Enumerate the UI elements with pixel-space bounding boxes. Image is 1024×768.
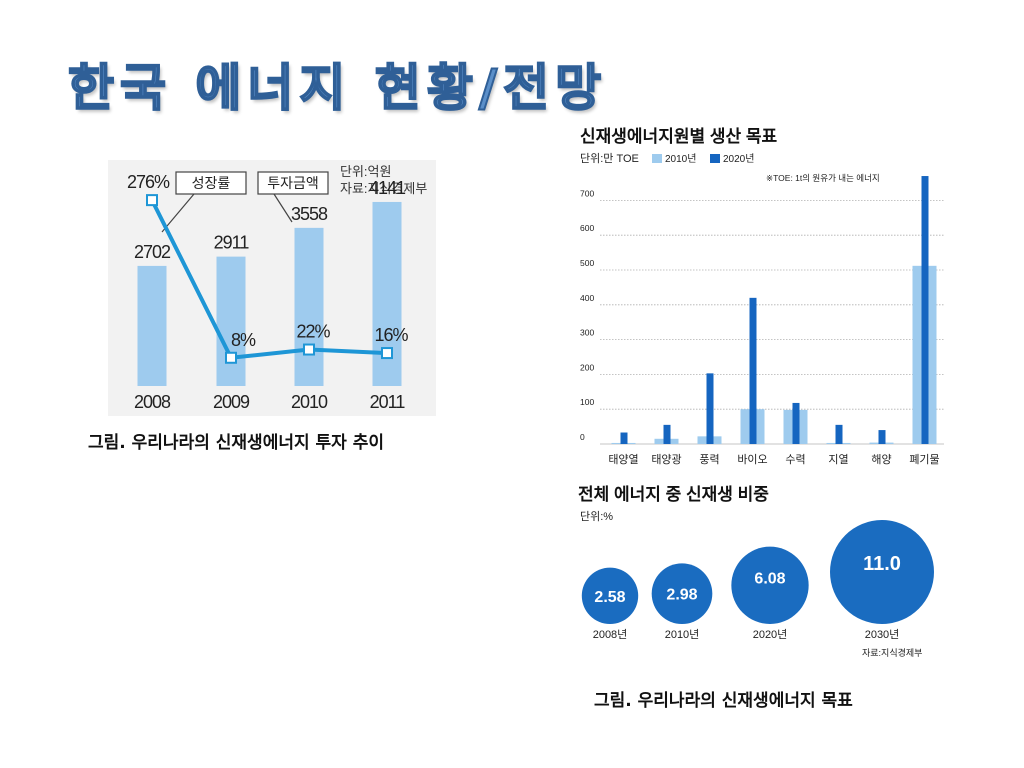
target-bar-2020 <box>749 297 757 444</box>
unit-note: 단위:억원 <box>340 164 391 179</box>
source-tick-label: 수력 <box>785 453 805 466</box>
share-year-label: 2020년 <box>753 628 788 641</box>
investment-value-label: 2702 <box>134 242 171 262</box>
y-tick-label: 600 <box>580 223 594 233</box>
share-bubble <box>651 563 713 624</box>
investment-bar <box>216 256 246 386</box>
source-tick-label: 태양열 <box>608 453 638 466</box>
callout-growth-label: 성장률 <box>192 175 231 191</box>
investment-value-label: 2911 <box>214 233 250 253</box>
legend-label-2020: 2020년 <box>723 153 754 165</box>
share-unit-note: 단위:% <box>580 510 613 523</box>
renewable-target-chart: 신재생에너지원별 생산 목표 단위:만 TOE 2010년 2020년 ※TOE… <box>578 127 944 658</box>
y-tick-label: 500 <box>580 258 594 268</box>
y-tick-label: 200 <box>580 362 594 372</box>
growth-rate-label: 16% <box>374 325 408 345</box>
y-tick-label: 700 <box>580 188 594 198</box>
year-tick-label: 2008 <box>134 392 171 412</box>
share-bubble <box>830 520 934 624</box>
growth-rate-label: 22% <box>296 322 330 342</box>
share-year-label: 2010년 <box>665 628 700 641</box>
source-tick-label: 폐기물 <box>909 453 939 466</box>
y-tick-label: 0 <box>580 432 585 442</box>
callout-investment-label: 투자금액 <box>267 175 319 191</box>
target-bar-2020 <box>663 424 671 444</box>
y-tick-label: 400 <box>580 293 594 303</box>
investment-bar <box>294 227 324 386</box>
callout-growth: 성장률 <box>161 171 247 233</box>
source-tick-label: 해양 <box>871 452 891 466</box>
toe-note: ※TOE: 1t의 원유가 내는 에너지 <box>766 173 880 183</box>
legend-swatch-2010 <box>652 154 662 163</box>
slide-title: 한국 에너지 현황/전망 <box>67 58 608 118</box>
y-tick-label: 300 <box>580 328 594 338</box>
share-value-label: 6.08 <box>754 570 785 587</box>
growth-rate-point <box>381 347 393 360</box>
source-tick-label: 풍력 <box>699 453 719 466</box>
share-value-label: 11.0 <box>863 553 901 575</box>
growth-rate-point <box>225 351 237 364</box>
investment-trend-chart: 단위:억원 자료:지식경제부 성장률 투자금액 2702 2911 3558 4141… <box>127 164 427 412</box>
target-bar-2020 <box>792 402 800 444</box>
caption-investment: 그림. 우리나라의 신재생에너지 투자 추이 <box>88 433 385 453</box>
target-bar-2020 <box>620 432 628 444</box>
year-tick-label: 2009 <box>213 392 250 412</box>
share-value-label: 2.98 <box>666 587 697 604</box>
investment-value-label: 3558 <box>291 204 328 224</box>
source-tick-label: 바이오 <box>737 453 767 466</box>
share-source-note: 자료:지식경제부 <box>862 647 922 658</box>
year-tick-label: 2010 <box>291 392 328 412</box>
target-bar-2020 <box>921 176 929 444</box>
share-chart-title: 전체 에너지 중 신재생 비중 <box>578 485 769 504</box>
year-tick-label: 2011 <box>370 392 406 412</box>
caption-target: 그림. 우리나라의 신재생에너지 목표 <box>594 691 853 711</box>
investment-bar <box>137 265 167 386</box>
source-tick-label: 지열 <box>828 453 848 466</box>
legend-label-2010: 2010년 <box>665 153 696 165</box>
target-bar-2020 <box>878 430 886 444</box>
share-bubble <box>581 567 639 624</box>
source-note: 자료:지식경제부 <box>340 181 427 196</box>
production-unit-note: 단위:만 TOE <box>580 152 639 165</box>
target-bar-2020 <box>835 424 843 444</box>
share-year-label: 2030년 <box>865 628 900 641</box>
share-year-label: 2008년 <box>593 628 628 641</box>
share-bubble <box>731 546 809 624</box>
y-tick-label: 100 <box>580 397 594 407</box>
callout-investment: 투자금액 <box>257 171 329 223</box>
growth-rate-point <box>146 194 158 207</box>
growth-rate-label: 8% <box>231 330 256 350</box>
production-chart-title: 신재생에너지원별 생산 목표 <box>580 127 777 146</box>
investment-trend-figure: 단위:억원 자료:지식경제부 성장률 투자금액 2702 2911 3558 4141… <box>108 160 436 416</box>
growth-rate-label: 276% <box>127 172 170 192</box>
target-bar-2020 <box>706 373 714 444</box>
investment-value-label: 4141 <box>369 178 406 198</box>
source-tick-label: 태양광 <box>651 453 681 466</box>
share-value-label: 2.58 <box>594 589 625 606</box>
legend-swatch-2020 <box>710 154 720 163</box>
renewable-target-figure: 신재생에너지원별 생산 목표 단위:만 TOE 2010년 2020년 ※TOE… <box>570 118 952 672</box>
growth-rate-point <box>303 343 315 356</box>
growth-rate-line <box>150 199 388 360</box>
